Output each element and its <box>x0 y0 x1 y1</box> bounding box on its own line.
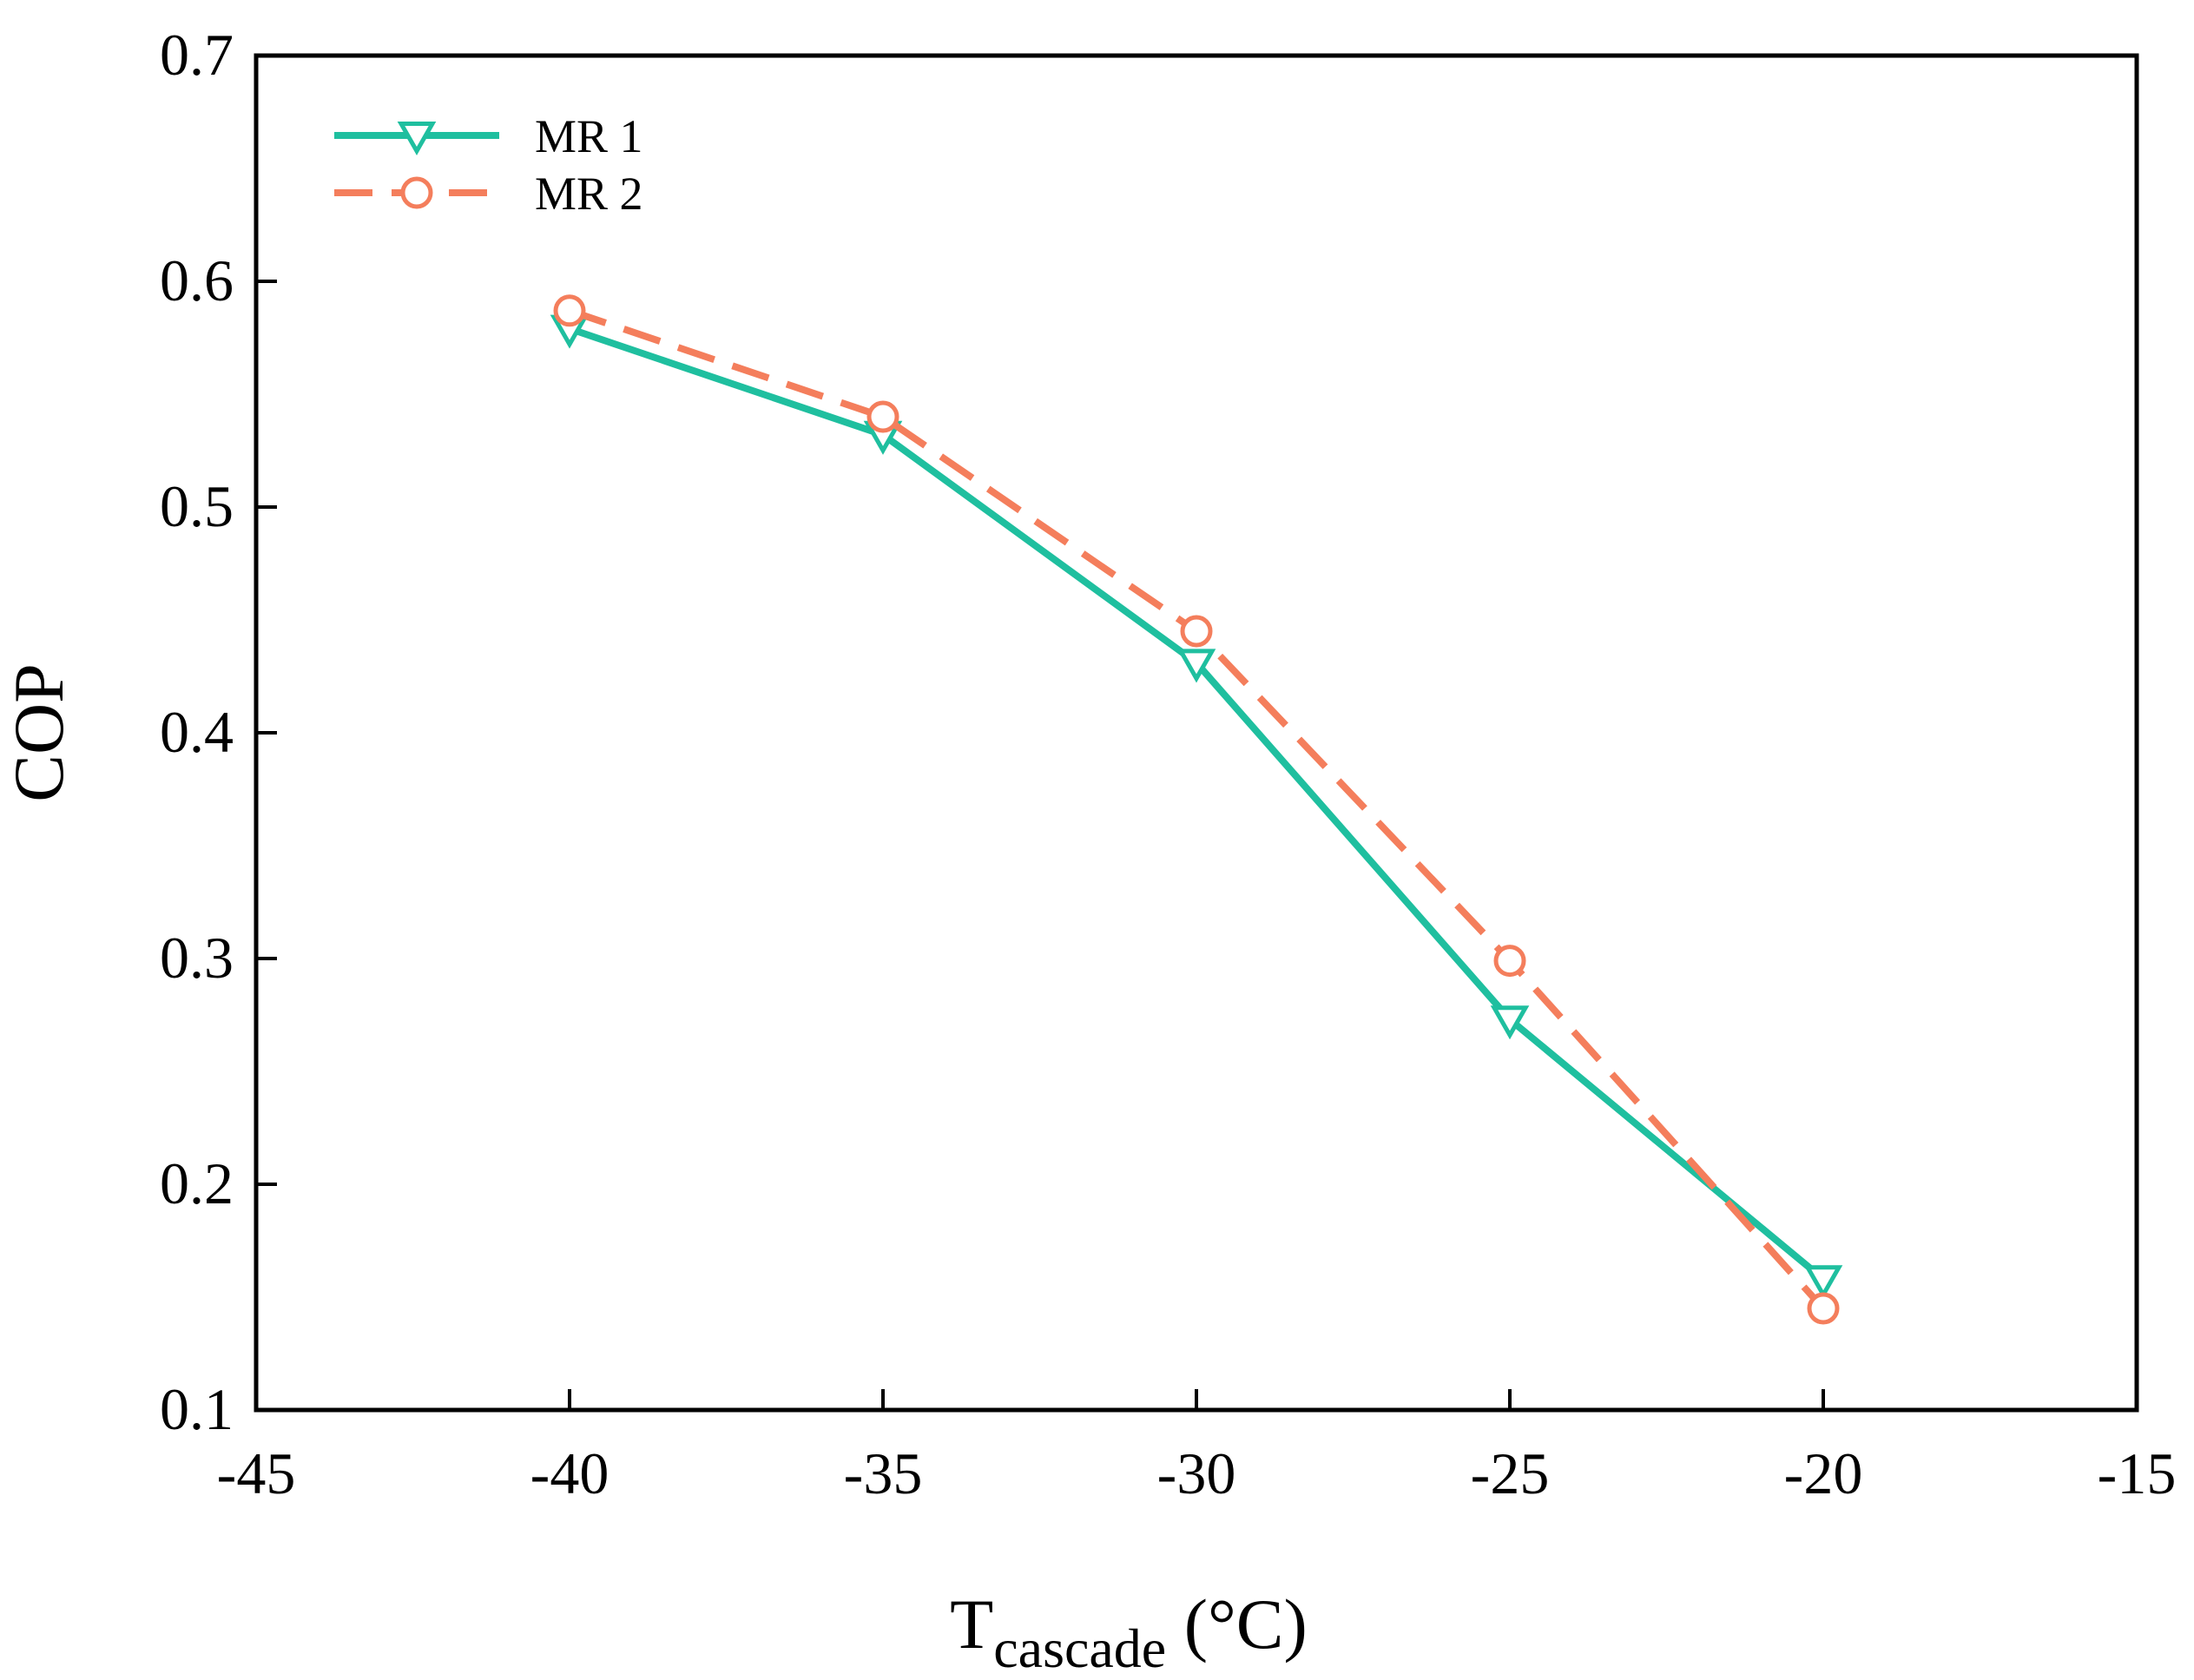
x-tick-label: -45 <box>217 1440 296 1506</box>
x-axis-label-subscript: cascade <box>993 1617 1166 1679</box>
data-point <box>553 294 586 327</box>
series-line <box>568 307 1826 1311</box>
x-axis-label-main: T <box>950 1584 993 1664</box>
y-tick-label: 0.6 <box>160 247 234 313</box>
y-axis-label: COP <box>0 663 78 802</box>
x-axis-label: Tcascade (°C) <box>950 1584 1308 1679</box>
x-tick-label: -40 <box>530 1440 609 1506</box>
data-point <box>1803 1265 1843 1300</box>
series-2 <box>553 294 1840 1325</box>
y-tick-label: 0.3 <box>160 925 234 991</box>
x-tick-label: -20 <box>1784 1440 1863 1506</box>
x-tick-label: -25 <box>1471 1440 1550 1506</box>
data-point <box>1493 945 1526 978</box>
data-point <box>1807 1292 1840 1325</box>
legend: MR 1 MR 2 <box>334 110 643 220</box>
x-tick-label: -35 <box>844 1440 923 1506</box>
y-axis-ticks: 0.1 0.2 0.3 0.4 0.5 0.6 0.7 <box>160 22 277 1442</box>
y-tick-label: 0.5 <box>160 473 234 539</box>
y-tick-label: 0.7 <box>160 22 234 88</box>
legend-label: MR 2 <box>535 168 643 220</box>
x-tick-label: -30 <box>1157 1440 1236 1506</box>
y-tick-label: 0.2 <box>160 1150 234 1216</box>
legend-item: MR 2 <box>334 168 643 220</box>
series-1 <box>550 314 1843 1300</box>
legend-swatch-marker <box>397 122 437 156</box>
x-axis-label-unit: (°C) <box>1166 1584 1308 1664</box>
data-point <box>1176 649 1216 683</box>
data-point <box>1180 615 1213 648</box>
y-tick-label: 0.1 <box>160 1376 234 1442</box>
data-point <box>1490 1005 1530 1040</box>
plot-frame <box>254 53 2139 1413</box>
series-layer <box>550 294 1843 1325</box>
y-tick-label: 0.4 <box>160 699 234 765</box>
legend-swatch-marker <box>400 176 433 209</box>
data-point <box>866 400 899 433</box>
series-line <box>568 325 1826 1282</box>
legend-label: MR 1 <box>535 110 643 162</box>
x-axis-ticks: -45 -40 -35 -30 -25 -20 -15 <box>217 1389 2177 1506</box>
legend-item: MR 1 <box>334 110 643 162</box>
x-tick-label: -15 <box>2098 1440 2177 1506</box>
